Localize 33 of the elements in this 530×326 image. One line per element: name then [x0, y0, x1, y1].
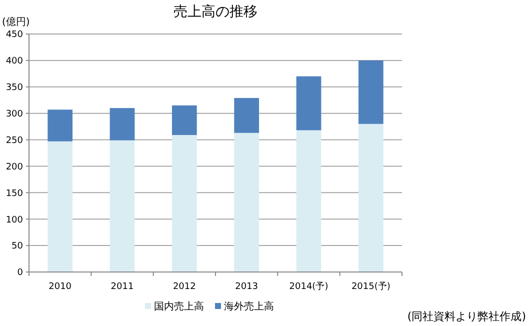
y-tick-label: 200: [6, 162, 24, 172]
legend-label: 海外売上高: [224, 300, 274, 312]
bar: [110, 108, 135, 140]
bar: [296, 76, 322, 130]
x-tick-label: 2014(予): [289, 281, 328, 292]
bar: [172, 135, 197, 272]
x-tick-label: 2010: [48, 282, 72, 292]
bar: [172, 105, 197, 136]
bar: [234, 132, 260, 272]
bar: [358, 124, 384, 272]
y-tick-label: 50: [12, 242, 24, 252]
bar: [110, 140, 135, 272]
y-tick-label: 150: [6, 188, 24, 199]
x-tick-label: 2013: [235, 282, 258, 292]
chart-title: 売上高の推移: [174, 4, 258, 20]
x-tick-label: 2011: [110, 282, 134, 292]
y-axis-title: (億円): [2, 16, 30, 28]
y-tick-label: 300: [6, 109, 24, 120]
y-tick-label: 400: [6, 56, 24, 67]
bar: [234, 98, 260, 133]
x-tick-label: 2015(予): [351, 281, 390, 292]
x-tick-label: 2012: [172, 282, 196, 292]
bar: [48, 110, 73, 142]
y-tick-label: 0: [17, 268, 24, 278]
text: (同社資料より弊社作成): [407, 310, 526, 323]
y-tick-label: 250: [6, 136, 24, 146]
bar: [296, 130, 322, 272]
y-tick-label: 450: [6, 30, 24, 40]
bar: [48, 141, 73, 272]
legend-label: 国内売上高: [154, 300, 204, 312]
y-tick-label: 100: [6, 215, 24, 226]
y-tick-label: 350: [6, 83, 24, 94]
bar: [358, 60, 384, 124]
